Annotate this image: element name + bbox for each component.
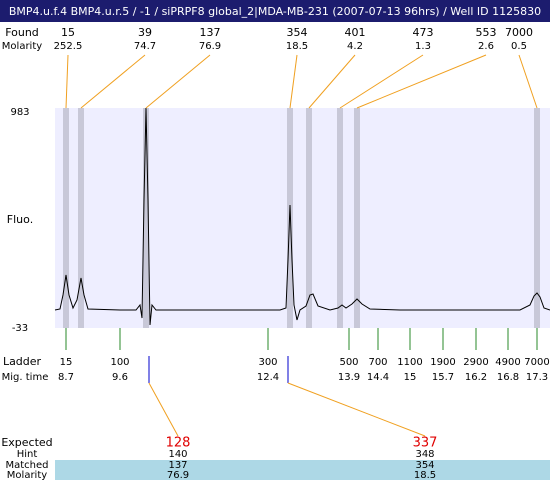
ladder-size: 300 <box>258 357 277 368</box>
found-molarity: 4.2 <box>347 41 363 52</box>
peak-band <box>63 108 69 328</box>
trace <box>54 107 550 326</box>
peak-band <box>78 108 84 328</box>
found-molarity: 2.6 <box>478 41 494 52</box>
ladder-time: 15 <box>404 372 417 383</box>
axis-min: -33 <box>12 323 28 334</box>
peak-connector <box>518 54 538 109</box>
ladder-time: 13.9 <box>338 372 360 383</box>
matched-band <box>55 460 550 480</box>
molarity-label: Molarity <box>2 41 42 52</box>
ladder-time: 16.2 <box>465 372 487 383</box>
peak-connector <box>339 54 424 109</box>
hint-size: 140 <box>168 449 187 460</box>
peak-band <box>337 108 343 328</box>
found-molarity: 76.9 <box>199 41 221 52</box>
axis-max: 983 <box>10 107 29 118</box>
hint-size: 348 <box>415 449 434 460</box>
found-size: 15 <box>61 26 75 39</box>
ladder-size: 500 <box>339 357 358 368</box>
ladder-size: 7000 <box>524 357 549 368</box>
ladder-size: 1900 <box>430 357 455 368</box>
ladder-time: 14.4 <box>367 372 389 383</box>
found-size: 354 <box>287 26 308 39</box>
plot-area <box>55 108 550 328</box>
ladder-time: 16.8 <box>497 372 519 383</box>
peak-band <box>354 108 360 328</box>
ladder-time: 8.7 <box>58 372 74 383</box>
ladder-label: Ladder <box>3 355 42 368</box>
peak-connector <box>65 54 69 109</box>
peak-band <box>306 108 312 328</box>
axis-label: Fluo. <box>7 213 33 226</box>
found-molarity: 0.5 <box>511 41 527 52</box>
title-bar <box>0 0 550 22</box>
found-size: 553 <box>476 26 497 39</box>
peak-connector <box>145 54 211 109</box>
matched-molarity: 18.5 <box>414 470 436 480</box>
matched-size: 354 <box>415 460 434 471</box>
peak-band <box>534 108 540 328</box>
ladder-size: 4900 <box>495 357 520 368</box>
mig-time-label: Mig. time <box>2 372 49 383</box>
peak-band <box>143 108 149 328</box>
found-size: 7000 <box>505 26 533 39</box>
found-label: Found <box>5 26 39 39</box>
peak-connector <box>80 54 146 109</box>
found-size: 39 <box>138 26 152 39</box>
expected-molarity-label: Molarity <box>7 470 47 480</box>
ladder-time: 15.7 <box>432 372 454 383</box>
ladder-size: 700 <box>368 357 387 368</box>
ladder-size: 1100 <box>397 357 422 368</box>
matched-molarity: 76.9 <box>167 470 189 480</box>
found-size: 473 <box>413 26 434 39</box>
ladder-size: 15 <box>60 357 73 368</box>
ladder-size: 2900 <box>463 357 488 368</box>
expected-label: Expected <box>1 436 52 449</box>
ladder-time: 9.6 <box>112 372 128 383</box>
title: BMP4.u.f.4 BMP4.u.r.5 / -1 / siPRPF8 glo… <box>9 5 541 18</box>
found-molarity: 74.7 <box>134 41 156 52</box>
found-size: 401 <box>345 26 366 39</box>
matched-label: Matched <box>5 460 48 471</box>
peak-connector <box>289 54 298 109</box>
ladder-time: 17.3 <box>526 372 548 383</box>
found-size: 137 <box>200 26 221 39</box>
hint-label: Hint <box>17 449 38 460</box>
found-molarity: 1.3 <box>415 41 431 52</box>
found-molarity: 252.5 <box>54 41 83 52</box>
expected-size: 337 <box>413 436 438 451</box>
found-molarity: 18.5 <box>286 41 308 52</box>
expected-connector <box>287 382 426 437</box>
ladder-time: 12.4 <box>257 372 279 383</box>
peak-connector <box>308 54 356 109</box>
expected-connector <box>148 382 179 437</box>
peak-connector <box>356 54 487 109</box>
matched-size: 137 <box>168 460 187 471</box>
ladder-size: 100 <box>110 357 129 368</box>
expected-size: 128 <box>166 436 191 451</box>
